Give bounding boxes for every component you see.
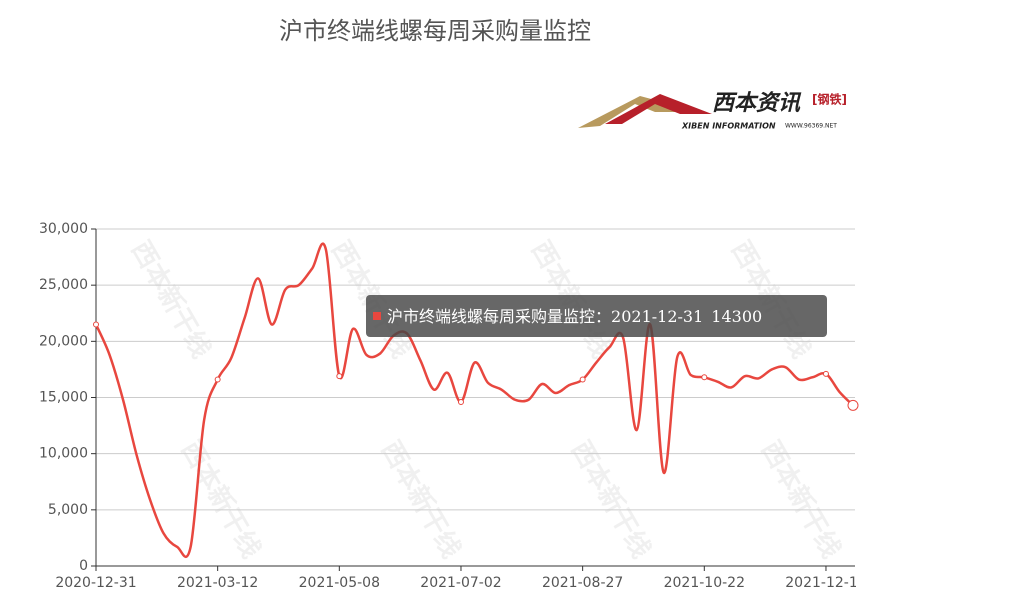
y-tick-label: 20,000 xyxy=(39,333,88,349)
x-tick-label: 2020-12-31 xyxy=(55,575,136,591)
y-tick-label: 10,000 xyxy=(39,446,88,462)
line xyxy=(94,242,854,559)
tooltip-value: 14300 xyxy=(711,307,762,326)
watermark: 西本新干线 xyxy=(755,435,847,563)
x-labels: 2020-12-31 2021-03-12 2021-05-08 2021-07-02… xyxy=(55,566,866,591)
chart-title: 沪市终端线螺每周采购量监控 xyxy=(279,17,591,45)
tooltip-marker xyxy=(373,312,381,320)
point xyxy=(701,374,708,381)
logo-name: 西本资讯 xyxy=(712,91,802,116)
logo: 西本资讯 [钢铁] XIBEN INFORMATION WWW.96369.NE… xyxy=(578,91,847,131)
tooltip-text: 沪市终端线螺每周采购量监控：2021-12-31 14300 xyxy=(387,307,762,326)
point xyxy=(579,376,586,383)
watermark: 西本新干线 xyxy=(125,235,217,363)
tooltip-category: 2021-12-31 xyxy=(611,307,703,326)
logo-shape xyxy=(605,94,712,124)
point xyxy=(847,399,859,411)
watermark: 西本新干线 xyxy=(175,435,267,563)
y-tick-label: 0 xyxy=(79,558,88,574)
tooltip: 沪市终端线螺每周采购量监控：2021-12-31 14300 xyxy=(366,295,827,337)
x-tick-label: 2021-10-22 xyxy=(664,575,745,591)
x-tick-label: 2021-12-17 xyxy=(785,575,866,591)
tooltip-series: 沪市终端线螺每周采购量监控 xyxy=(387,307,595,326)
tooltip-box xyxy=(366,295,827,337)
watermark: 西本新干线 xyxy=(565,435,657,563)
point xyxy=(336,373,343,380)
y-tick-label: 30,000 xyxy=(39,221,88,237)
point xyxy=(214,376,221,383)
logo-english: XIBEN INFORMATION xyxy=(681,122,776,131)
point xyxy=(93,321,99,328)
plot: 0 5,000 10,000 15,000 20,000 25,000 30,000 2020… xyxy=(39,221,866,591)
point xyxy=(457,398,464,405)
watermarks: 西本新干线西本新干线西本新干线西本新干线西本新干线西本新干线西本新干线西本新干线 xyxy=(125,235,847,563)
logo-tag: [钢铁] xyxy=(812,92,847,107)
watermark: 西本新干线 xyxy=(375,435,467,563)
x-tick-label: 2021-08-27 xyxy=(542,575,623,591)
logo-url: WWW.96369.NET xyxy=(785,123,837,130)
y-tick-label: 15,000 xyxy=(39,390,88,406)
y-tick-label: 5,000 xyxy=(48,502,88,518)
tooltip-sep: ： xyxy=(595,307,611,326)
x-tick-label: 2021-03-12 xyxy=(177,575,258,591)
point xyxy=(822,370,829,377)
x-tick-label: 2021-05-08 xyxy=(299,575,380,591)
x-tick-label: 2021-07-02 xyxy=(420,575,501,591)
y-tick-label: 25,000 xyxy=(39,277,88,293)
